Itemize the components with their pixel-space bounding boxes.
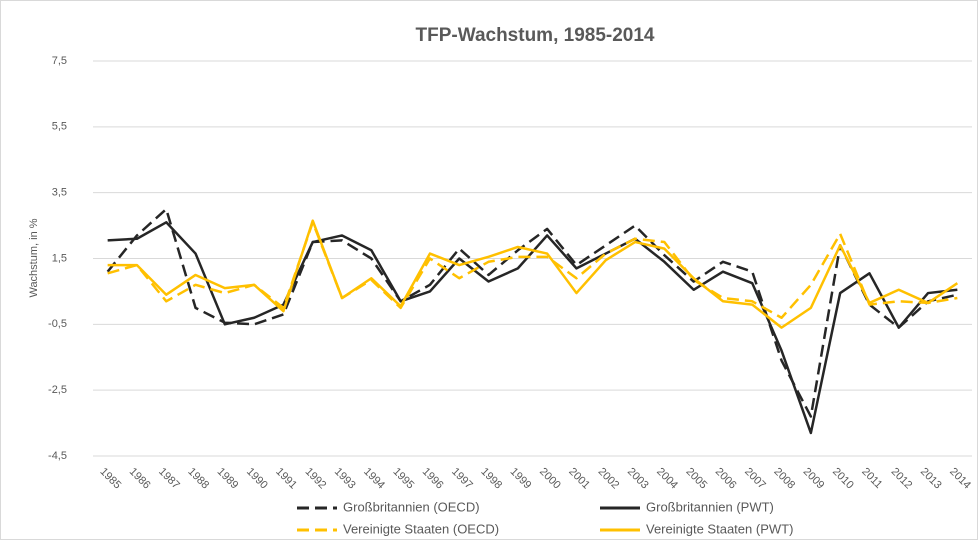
y-tick-label: -0,5 bbox=[48, 318, 67, 330]
legend-label: Großbritannien (OECD) bbox=[343, 499, 480, 514]
y-tick-label: -2,5 bbox=[48, 384, 67, 396]
y-axis-label: Wachstum, in % bbox=[28, 218, 40, 297]
series-line bbox=[107, 219, 959, 329]
chart-title: TFP-Wachstum, 1985-2014 bbox=[416, 25, 655, 46]
y-tick-label: -4,5 bbox=[48, 450, 67, 462]
legend-label: Vereinigte Staaten (OECD) bbox=[343, 521, 499, 536]
legend-label: Vereinigte Staaten (PWT) bbox=[646, 521, 793, 536]
y-tick-label: 1,5 bbox=[52, 252, 67, 264]
series-line bbox=[107, 221, 958, 435]
y-tick-label: 3,5 bbox=[52, 187, 67, 199]
series-line bbox=[106, 207, 958, 418]
y-tick-label: 7,5 bbox=[52, 55, 67, 67]
legend-label: Großbritannien (PWT) bbox=[646, 499, 774, 514]
y-tick-label: 5,5 bbox=[52, 121, 67, 133]
